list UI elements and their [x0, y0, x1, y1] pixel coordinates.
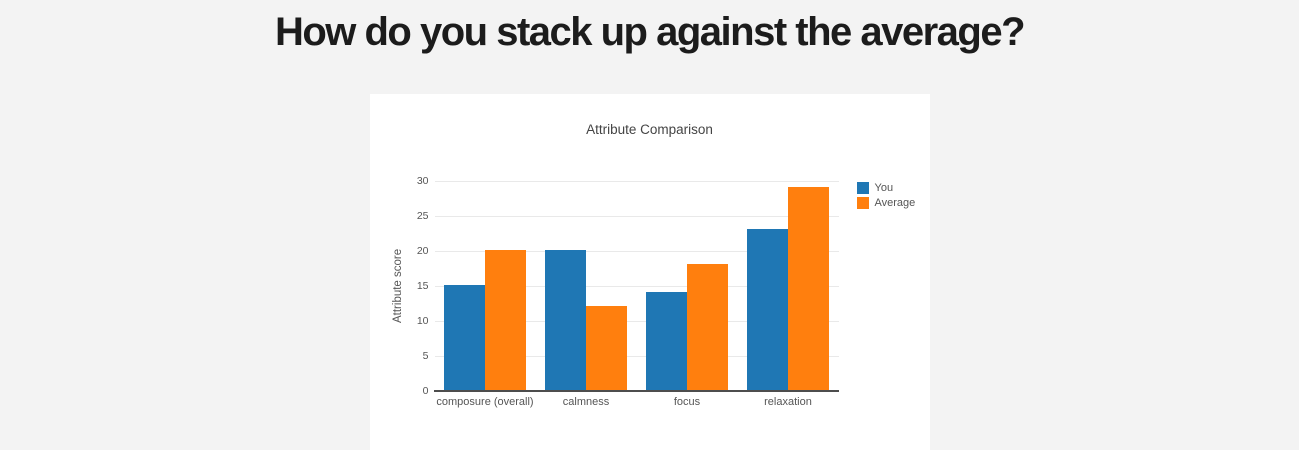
y-tick-label-15: 15	[416, 280, 429, 292]
legend-label-you: You	[874, 182, 894, 194]
plot-area: 0 5 10 15 20 25 30 composure (overall) calmness f…	[417, 175, 839, 408]
page-title: How do you stack up against the average?	[274, 10, 1026, 54]
legend-item-average[interactable]: Average	[856, 197, 916, 209]
gridline-y-10	[434, 321, 839, 322]
y-tick-label-25: 25	[416, 210, 429, 222]
bar-you-calmness[interactable]	[545, 250, 586, 390]
bar-average-focus[interactable]	[687, 264, 728, 390]
bar-you-focus[interactable]	[646, 292, 687, 390]
gridline-y-5	[434, 356, 839, 357]
legend-swatch-average	[856, 197, 869, 209]
y-tick-label-0: 0	[422, 385, 429, 397]
x-axis-line	[433, 390, 839, 392]
gridline-y-30	[434, 181, 839, 182]
legend: You Average	[856, 182, 916, 212]
bar-average-composure-overall[interactable]	[485, 250, 526, 390]
chart-title: Attribute Comparison	[586, 122, 713, 137]
bar-average-relaxation[interactable]	[788, 187, 829, 390]
bar-you-composure-overall[interactable]	[444, 285, 485, 390]
y-tick-label-30: 30	[416, 175, 429, 187]
y-tick-label-10: 10	[416, 315, 429, 327]
legend-label-average: Average	[874, 197, 916, 209]
y-tick-label-20: 20	[416, 245, 429, 257]
x-tick-label-focus: focus	[673, 396, 701, 408]
x-tick-label-relaxation: relaxation	[764, 396, 812, 408]
legend-item-you[interactable]: You	[856, 182, 916, 194]
x-tick-label-calmness: calmness	[562, 396, 610, 408]
x-tick-label-composure-overall: composure (overall)	[436, 396, 534, 408]
gridline-y-15	[434, 286, 839, 287]
legend-swatch-you	[856, 182, 869, 194]
y-tick-label-5: 5	[422, 350, 429, 362]
bar-you-relaxation[interactable]	[747, 229, 788, 390]
bar-average-calmness[interactable]	[586, 306, 627, 390]
gridline-y-25	[434, 216, 839, 217]
gridline-y-20	[434, 251, 839, 252]
